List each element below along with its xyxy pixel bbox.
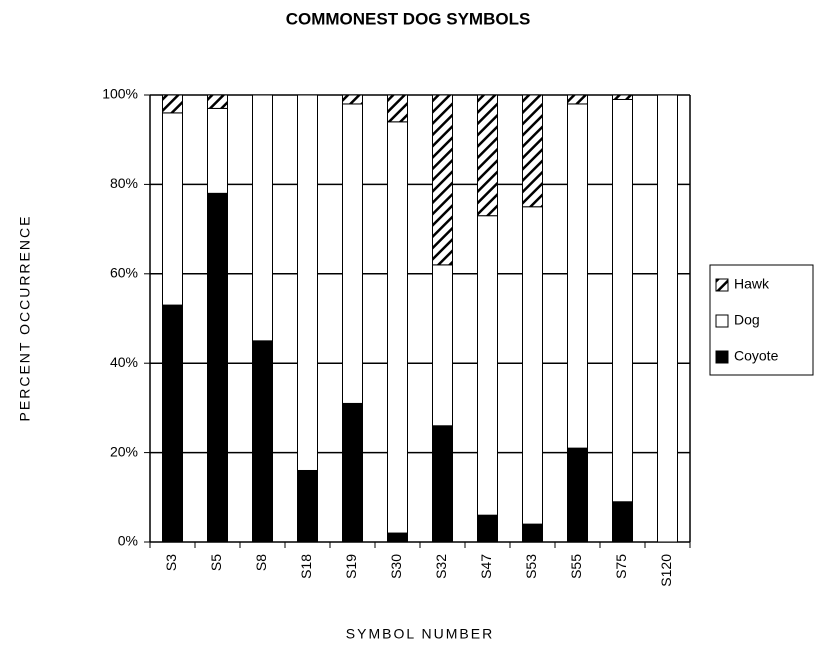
x-tick-label: S8 (253, 554, 269, 571)
legend-label: Coyote (734, 348, 779, 364)
legend-swatch (715, 350, 729, 364)
bar-segment (432, 425, 453, 543)
bar-segment (162, 94, 183, 114)
bar-segment (477, 514, 498, 543)
legend-swatch (715, 314, 729, 328)
x-tick-label: S18 (298, 554, 314, 579)
y-tick-label: 100% (102, 86, 138, 102)
bar-segment (657, 94, 678, 543)
legend-label: Hawk (734, 276, 770, 292)
bar-segment (207, 192, 228, 543)
bar-segment (432, 94, 453, 266)
bar-segment (297, 94, 318, 471)
x-tick-label: S19 (343, 554, 359, 579)
bar-segment (612, 501, 633, 543)
bar-segment (612, 98, 633, 503)
legend-swatch (715, 278, 729, 292)
bar-segment (342, 402, 363, 543)
bar-segment (567, 103, 588, 449)
bar-segment (522, 523, 543, 543)
bar-segment (567, 94, 588, 105)
bar-segment (387, 121, 408, 534)
bar-segment (162, 112, 183, 306)
y-tick-label: 0% (118, 533, 138, 549)
x-axis-title: SYMBOL NUMBER (346, 626, 494, 642)
bar-segment (162, 304, 183, 543)
y-tick-label: 40% (110, 354, 138, 370)
bar-segment (297, 469, 318, 543)
bar-segment (522, 94, 543, 208)
bar-segment (522, 206, 543, 525)
bar-segment (252, 94, 273, 342)
x-tick-label: S120 (658, 554, 674, 587)
x-tick-label: S30 (388, 554, 404, 579)
bar-segment (387, 532, 408, 543)
bar-segment (342, 103, 363, 404)
bar-segment (612, 94, 633, 100)
y-tick-label: 60% (110, 265, 138, 281)
x-tick-label: S47 (478, 554, 494, 579)
bar-segment (477, 94, 498, 217)
x-tick-label: S75 (613, 554, 629, 579)
x-tick-label: S53 (523, 554, 539, 579)
bar-segment (252, 340, 273, 543)
legend-label: Dog (734, 312, 760, 328)
x-tick-label: S3 (163, 554, 179, 571)
bar-segment (207, 94, 228, 109)
chart-title: COMMONEST DOG SYMBOLS (286, 9, 531, 28)
x-tick-label: S32 (433, 554, 449, 579)
y-axis-title: PERCENT OCCURRENCE (17, 215, 33, 422)
bar-segment (477, 215, 498, 516)
bar-segment (567, 447, 588, 543)
y-tick-label: 80% (110, 175, 138, 191)
x-tick-label: S55 (568, 554, 584, 579)
bar-segment (432, 264, 453, 427)
bar-segment (342, 94, 363, 105)
bar-segment (207, 107, 228, 194)
bar-segment (387, 94, 408, 123)
y-tick-label: 20% (110, 443, 138, 459)
x-tick-label: S5 (208, 554, 224, 571)
